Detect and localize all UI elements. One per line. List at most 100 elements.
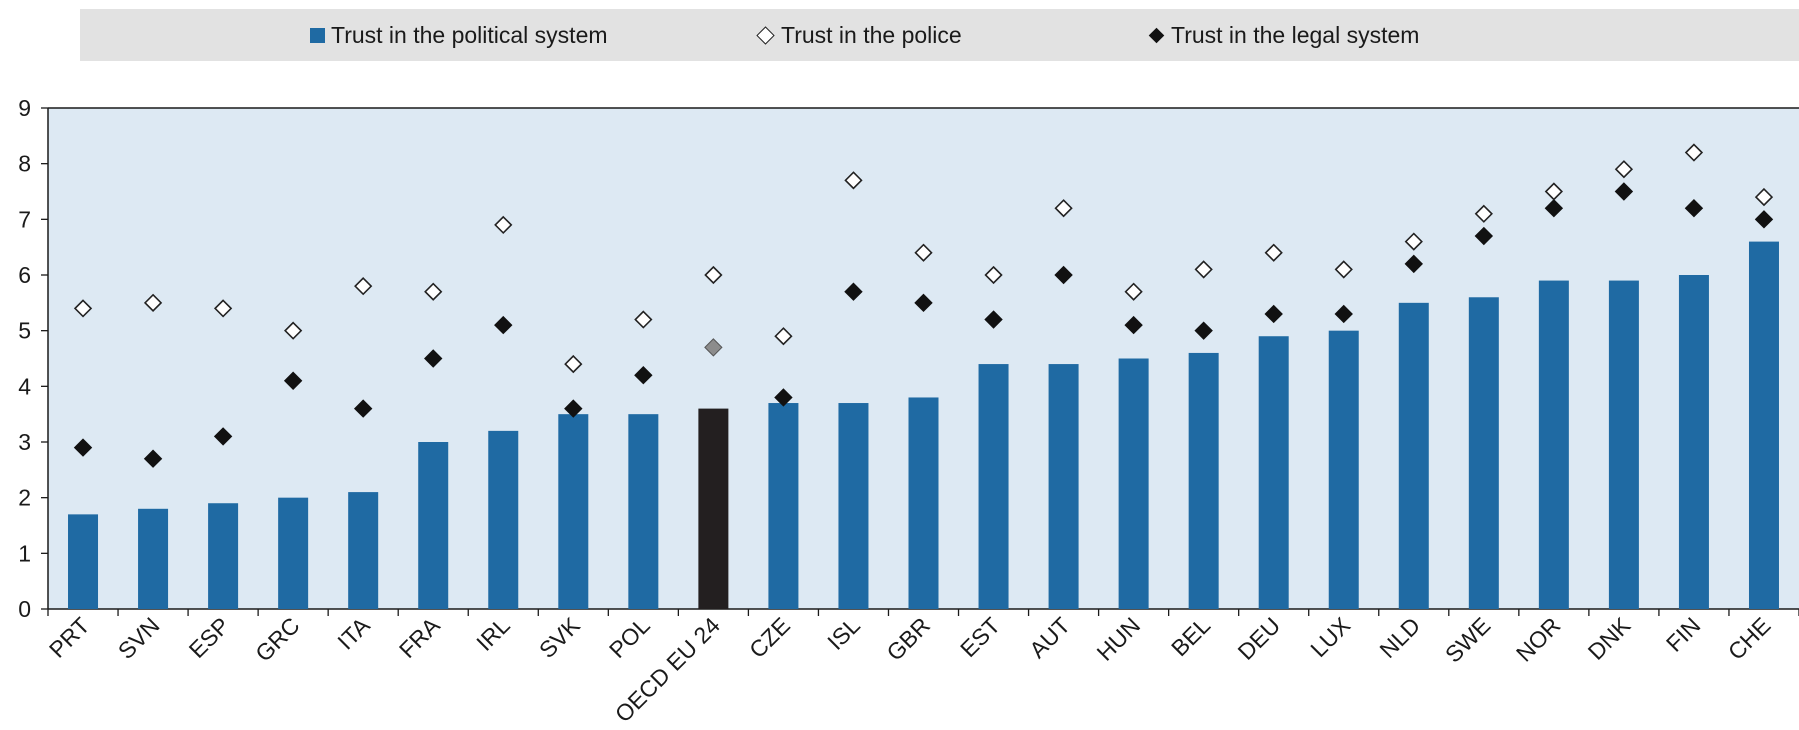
legal-system-marker xyxy=(1194,321,1213,340)
police-marker xyxy=(143,293,163,312)
police-marker xyxy=(1614,160,1634,179)
bar xyxy=(278,497,309,609)
bar xyxy=(208,503,239,609)
y-tick-label: 9 xyxy=(18,95,31,121)
bar xyxy=(838,403,869,609)
x-tick-label: SVN xyxy=(113,612,165,664)
police-marker xyxy=(494,215,513,235)
police-marker xyxy=(213,299,233,318)
y-tick-label: 5 xyxy=(18,318,31,344)
legal-system-marker xyxy=(1754,210,1774,229)
police-marker xyxy=(1754,187,1774,207)
legend-label-police: Trust in the police xyxy=(781,21,962,48)
legal-system-marker xyxy=(564,399,583,418)
x-tick-label: FIN xyxy=(1661,612,1706,657)
police-marker xyxy=(1684,143,1704,162)
police-marker xyxy=(1474,204,1493,223)
bar xyxy=(1398,302,1429,609)
police-marker xyxy=(1124,282,1143,301)
legal-system-marker xyxy=(1124,315,1143,335)
x-tick-label: PRT xyxy=(44,612,95,663)
police-marker xyxy=(354,277,373,296)
bar xyxy=(488,430,519,609)
police-marker xyxy=(73,299,93,318)
legend-item-legal: Trust in the legal system xyxy=(1147,9,1419,61)
x-tick-label: SVK xyxy=(534,612,585,663)
police-marker xyxy=(424,282,443,301)
police-marker xyxy=(1334,260,1353,279)
y-tick-label: 2 xyxy=(18,485,31,511)
legal-system-marker xyxy=(213,427,233,446)
legal-system-marker xyxy=(844,282,863,301)
x-tick-label: SWE xyxy=(1440,612,1495,667)
legal-system-marker xyxy=(984,310,1003,329)
y-tick-label: 7 xyxy=(18,206,31,232)
legend-label-legal: Trust in the legal system xyxy=(1171,21,1420,48)
x-tick-label: EST xyxy=(955,612,1005,662)
legend-label-political: Trust in the political system xyxy=(331,21,608,48)
police-marker xyxy=(634,310,653,329)
legend-item-police: Trust in the police xyxy=(755,9,962,61)
legal-system-marker xyxy=(494,315,513,335)
y-tick-label: 1 xyxy=(18,540,31,566)
y-tick-label: 0 xyxy=(18,596,31,622)
x-tick-label: DNK xyxy=(1583,612,1636,665)
x-tick-label: CZE xyxy=(744,612,795,663)
bar xyxy=(1608,280,1639,609)
legal-system-marker xyxy=(1264,304,1283,324)
bar xyxy=(1468,297,1499,609)
bar xyxy=(558,414,589,609)
x-tick-label: CHE xyxy=(1723,612,1776,665)
legal-system-marker xyxy=(1544,198,1564,218)
legal-system-marker xyxy=(1614,182,1634,201)
legal-system-marker xyxy=(1334,304,1353,324)
legal-system-marker xyxy=(424,349,443,368)
bar xyxy=(348,492,379,609)
police-marker xyxy=(1054,199,1073,218)
y-tick-label: 6 xyxy=(18,262,31,288)
legal-system-marker xyxy=(704,338,723,357)
legal-system-marker xyxy=(774,388,793,407)
bar xyxy=(138,508,169,609)
police-marker xyxy=(284,321,303,340)
police-marker xyxy=(564,354,583,374)
y-tick-label: 4 xyxy=(18,373,31,399)
x-tick-label: GBR xyxy=(881,612,935,666)
x-tick-label: NOR xyxy=(1511,612,1566,667)
legal-system-marker xyxy=(1404,254,1423,274)
x-tick-label: AUT xyxy=(1024,612,1075,663)
police-marker xyxy=(844,171,863,190)
bar xyxy=(908,397,939,609)
legal-system-marker xyxy=(914,293,933,313)
legal-system-marker xyxy=(143,449,163,468)
x-tick-label: BEL xyxy=(1166,612,1215,661)
y-tick-label: 3 xyxy=(18,429,31,455)
square-marker-icon xyxy=(310,27,325,43)
legal-system-marker xyxy=(1054,265,1073,285)
legend-item-political: Trust in the political system xyxy=(310,9,608,61)
legal-system-marker xyxy=(1474,226,1494,246)
x-tick-label: POL xyxy=(604,612,655,663)
x-tick-label: IRL xyxy=(471,612,515,656)
bar-highlight xyxy=(698,408,729,609)
police-marker xyxy=(1404,232,1423,251)
bar xyxy=(628,414,659,609)
bar xyxy=(1048,364,1079,609)
x-tick-label: FRA xyxy=(394,612,445,663)
police-marker xyxy=(1194,260,1213,279)
x-tick-label: ISL xyxy=(822,612,865,655)
x-tick-label: HUN xyxy=(1092,612,1146,666)
police-marker xyxy=(704,265,723,285)
bar xyxy=(1538,280,1569,609)
legal-system-marker xyxy=(283,371,303,390)
x-tick-label: GRC xyxy=(250,612,305,667)
police-marker xyxy=(1544,182,1563,201)
bar xyxy=(1118,358,1149,609)
bar xyxy=(1328,330,1359,609)
bar xyxy=(68,514,99,609)
chart-legend: Trust in the political system Trust in t… xyxy=(80,9,1799,61)
x-tick-label: NLD xyxy=(1374,612,1425,663)
x-tick-label: ESP xyxy=(184,612,235,663)
x-tick-label: LUX xyxy=(1305,612,1355,662)
